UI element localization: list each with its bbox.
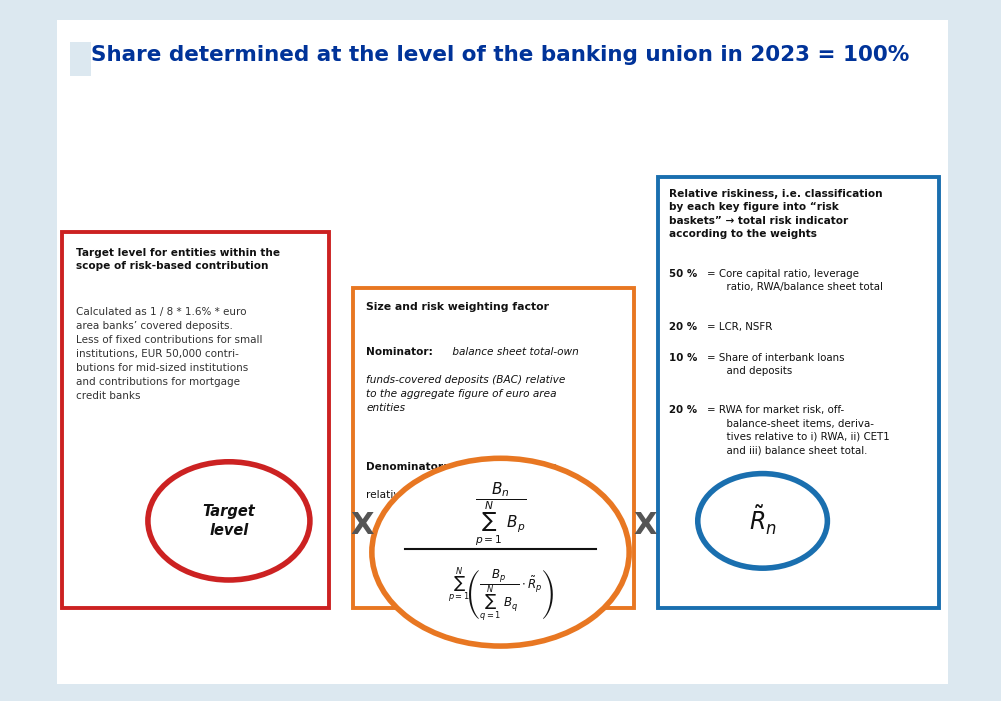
- FancyBboxPatch shape: [57, 20, 948, 684]
- Text: balance sheet total-own: balance sheet total-own: [449, 347, 579, 357]
- Text: $\sum_{p=1}^{N}\!\left(\dfrac{B_p}{\sum_{q=1}^{N}\ B_q}\cdot\tilde{R}_p\right)$: $\sum_{p=1}^{N}\!\left(\dfrac{B_p}{\sum_…: [447, 566, 554, 625]
- Text: funds-covered deposits (BAC) relative
to the aggregate figure of euro area
entit: funds-covered deposits (BAC) relative to…: [366, 375, 566, 413]
- Text: X: X: [634, 511, 657, 540]
- Text: BAC * risk factor: BAC * risk factor: [465, 462, 556, 472]
- Text: Calculated as 1 / 8 * 1.6% * euro
area banks’ covered deposits.
Less of fixed co: Calculated as 1 / 8 * 1.6% * euro area b…: [76, 306, 263, 401]
- Circle shape: [698, 474, 828, 569]
- Text: = RWA for market risk, off-
      balance-sheet items, deriva-
      tives relat: = RWA for market risk, off- balance-shee…: [708, 405, 890, 455]
- Text: $\dfrac{B_n}{\sum_{p=1}^{N}\ B_p}$: $\dfrac{B_n}{\sum_{p=1}^{N}\ B_p}$: [474, 480, 527, 547]
- Text: Denominator:: Denominator:: [366, 462, 447, 472]
- Text: Nominator:: Nominator:: [366, 347, 433, 357]
- Circle shape: [371, 458, 630, 646]
- Text: Size and risk weighting factor: Size and risk weighting factor: [366, 302, 550, 312]
- FancyBboxPatch shape: [70, 43, 91, 76]
- Text: Target level for entities within the
scope of risk-based contribution: Target level for entities within the sco…: [76, 247, 280, 271]
- Text: = Core capital ratio, leverage
      ratio, RWA/balance sheet total: = Core capital ratio, leverage ratio, RW…: [708, 269, 883, 292]
- FancyBboxPatch shape: [62, 232, 329, 608]
- Text: relative to aggregate BAC: relative to aggregate BAC: [366, 489, 504, 500]
- FancyBboxPatch shape: [352, 288, 634, 608]
- Text: 10 %: 10 %: [670, 353, 698, 362]
- Text: $\tilde{R}_n$: $\tilde{R}_n$: [749, 504, 777, 538]
- FancyBboxPatch shape: [658, 177, 939, 608]
- Circle shape: [148, 462, 310, 580]
- Text: Share determined at the level of the banking union in 2023 = 100%: Share determined at the level of the ban…: [91, 45, 910, 65]
- FancyArrowPatch shape: [488, 611, 499, 624]
- Text: = LCR, NSFR: = LCR, NSFR: [708, 322, 773, 332]
- Text: Relative riskiness, i.e. classification
by each key figure into “risk
baskets” →: Relative riskiness, i.e. classification …: [670, 189, 883, 239]
- Text: 20 %: 20 %: [670, 405, 698, 416]
- Text: 20 %: 20 %: [670, 322, 698, 332]
- Text: X: X: [350, 511, 374, 540]
- Text: = Share of interbank loans
      and deposits: = Share of interbank loans and deposits: [708, 353, 845, 376]
- Text: 50 %: 50 %: [670, 269, 698, 279]
- Text: Target
level: Target level: [202, 504, 255, 538]
